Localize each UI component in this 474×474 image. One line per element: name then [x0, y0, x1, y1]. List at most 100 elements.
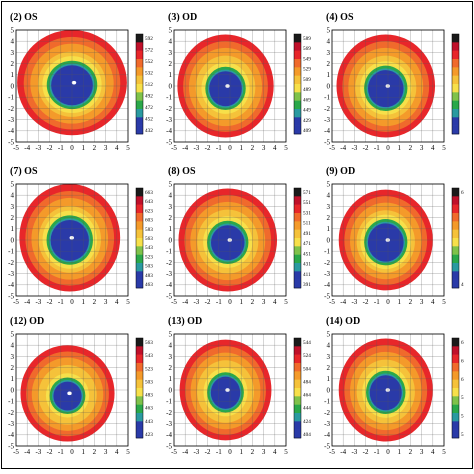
colorbar-label: 443 [145, 419, 153, 425]
y-tick-label: 3 [11, 49, 15, 57]
x-tick-label: 5 [126, 448, 130, 456]
plot-frame [173, 29, 287, 143]
x-tick-label: 2 [93, 448, 97, 456]
colorbar-label: 471 [303, 241, 311, 247]
y-tick-label: -1 [166, 248, 172, 256]
y-tick-label: 1 [11, 71, 15, 79]
x-tick-label: -1 [58, 448, 64, 456]
x-tick-label: -2 [47, 298, 53, 306]
colorbar-label: 503 [145, 379, 153, 385]
y-tick-label: 3 [169, 353, 173, 361]
y-tick-label: 1 [327, 375, 331, 383]
x-tick-label: 5 [442, 448, 446, 456]
y-tick-label: 4 [169, 38, 173, 46]
x-tick-label: 0 [386, 448, 390, 456]
y-tick-label: -2 [324, 409, 330, 417]
y-tick-label: 3 [169, 49, 173, 57]
x-tick-label: 0 [70, 144, 74, 152]
x-tick-label: 2 [251, 448, 255, 456]
y-tick-label: -5 [166, 292, 172, 300]
panel-title: (7) OS [10, 166, 38, 177]
y-tick-label: -4 [324, 127, 330, 135]
x-tick-label: 2 [93, 298, 97, 306]
x-tick-label: -1 [216, 298, 222, 306]
y-tick-label: 4 [11, 192, 15, 200]
y-tick-label: 3 [11, 353, 15, 361]
y-tick-label: -5 [324, 138, 330, 146]
y-tick-label: 0 [327, 82, 331, 90]
colorbar-label: 472 [145, 105, 153, 111]
x-tick-label: 4 [273, 298, 277, 306]
y-tick-label: 5 [327, 26, 331, 34]
colorbar-label: 511 [303, 221, 311, 227]
y-tick-label: 4 [327, 342, 331, 350]
colorbar-label: 411 [303, 272, 311, 278]
y-tick-label: -1 [324, 248, 330, 256]
colorbar-label: 5 [461, 432, 464, 438]
y-tick-label: -2 [166, 105, 172, 113]
x-tick-label: 2 [409, 298, 413, 306]
x-tick-label: 3 [262, 144, 266, 152]
x-tick-label: -2 [47, 144, 53, 152]
x-tick-label: 2 [251, 298, 255, 306]
thickness-contour [50, 219, 89, 261]
x-tick-label: 0 [70, 298, 74, 306]
x-tick-label: 1 [81, 144, 85, 152]
x-tick-label: 5 [126, 144, 130, 152]
y-tick-label: 5 [169, 180, 173, 188]
x-tick-label: 5 [284, 298, 288, 306]
colorbar-label: 543 [145, 353, 153, 359]
colorbar-label: 592 [145, 36, 153, 42]
x-tick-label: 5 [442, 144, 446, 152]
y-tick-label: 1 [169, 71, 173, 79]
y-tick-label: 2 [11, 214, 15, 222]
colorbar-label: 643 [145, 199, 153, 205]
y-tick-label: 0 [327, 236, 331, 244]
x-tick-label: 1 [239, 448, 243, 456]
thickness-contour [53, 381, 82, 411]
panel-title: (3) OD [168, 12, 197, 23]
y-tick-label: 0 [169, 236, 173, 244]
y-tick-label: -5 [166, 138, 172, 146]
x-tick-label: 2 [409, 448, 413, 456]
x-tick-label: 5 [442, 298, 446, 306]
y-tick-label: -5 [8, 442, 14, 450]
x-tick-label: 5 [126, 298, 130, 306]
colorbar-label: 432 [145, 128, 153, 134]
x-tick-label: 4 [273, 448, 277, 456]
panel-title: (8) OS [168, 166, 196, 177]
panel-title: (13) OD [168, 316, 202, 327]
thickness-contour [368, 70, 404, 108]
thickness-map [179, 339, 272, 441]
colorbar: 589 569 549 529 509 489 469 449 429 409 [293, 33, 311, 135]
x-tick-label: -2 [363, 448, 369, 456]
colorbar-label: 549 [303, 56, 311, 62]
y-tick-label: -4 [8, 127, 14, 135]
thickness-contour [209, 71, 242, 107]
x-tick-label: 3 [262, 448, 266, 456]
x-tick-label: -3 [193, 298, 199, 306]
x-tick-label: -4 [24, 298, 30, 306]
colorbar-label: 552 [145, 59, 153, 65]
x-tick-label: -5 [329, 144, 335, 152]
colorbar-label: 484 [303, 379, 311, 385]
y-tick-label: -1 [166, 398, 172, 406]
y-tick-label: -4 [166, 431, 172, 439]
y-tick-label: 1 [169, 375, 173, 383]
y-tick-label: 2 [169, 60, 173, 68]
colorbar: 663 643 623 603 583 563 543 523 503 483 463 [135, 187, 153, 289]
y-tick-label: -3 [166, 270, 172, 278]
x-tick-label: 3 [420, 144, 424, 152]
fovea-marker [67, 391, 72, 396]
colorbar-label: 504 [303, 366, 311, 372]
colorbar-label: 4 [461, 282, 464, 288]
colorbar: 64 [451, 187, 464, 289]
colorbar: 6 6 6 5 5 5 [451, 337, 464, 439]
colorbar-label: 489 [303, 87, 311, 93]
x-tick-label: -2 [205, 298, 211, 306]
x-tick-label: -5 [13, 298, 19, 306]
x-tick-label: -2 [363, 298, 369, 306]
x-tick-label: -4 [182, 448, 188, 456]
